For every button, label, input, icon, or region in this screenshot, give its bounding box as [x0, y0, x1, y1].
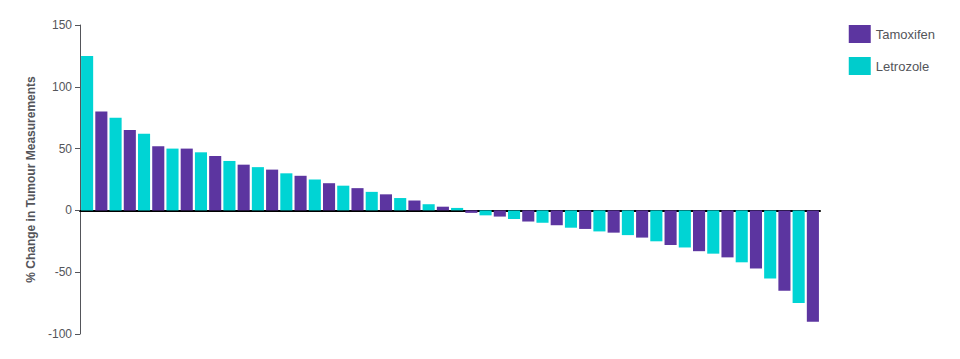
- svg-text:150: 150: [52, 18, 72, 32]
- svg-text:-50: -50: [55, 265, 73, 279]
- svg-text:% Change in Tumour Measurement: % Change in Tumour Measurements: [24, 76, 38, 283]
- svg-text:100: 100: [52, 80, 72, 94]
- svg-text:50: 50: [59, 142, 73, 156]
- svg-text:Letrozole: Letrozole: [876, 59, 929, 74]
- svg-text:0: 0: [65, 203, 72, 217]
- svg-text:-100: -100: [48, 327, 72, 341]
- svg-text:Tamoxifen: Tamoxifen: [876, 27, 935, 42]
